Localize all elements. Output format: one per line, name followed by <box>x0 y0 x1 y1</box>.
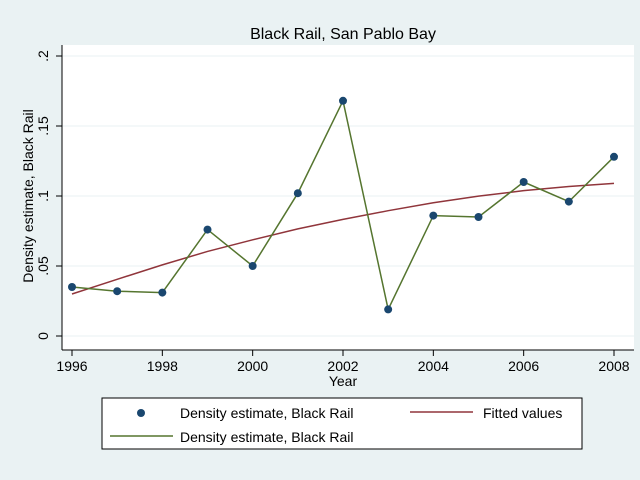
legend-label-fitted: Fitted values <box>483 405 562 421</box>
fitted-values-series <box>71 182 615 295</box>
x-tick-label: 2006 <box>508 358 539 374</box>
x-tick-label: 2008 <box>598 358 629 374</box>
x-axis: 1996 1998 2000 2002 2004 2006 2008 <box>56 349 634 374</box>
data-point <box>564 197 573 206</box>
data-point <box>293 189 302 198</box>
y-tick-label: 0 <box>35 332 51 340</box>
legend-label-density-line: Density estimate, Black Rail <box>180 429 354 445</box>
y-axis-label: Density estimate, Black Rail <box>20 109 36 283</box>
y-tick-label: .2 <box>35 50 51 62</box>
fitted-values-line <box>71 182 615 295</box>
x-tick-label: 1996 <box>56 358 87 374</box>
data-point <box>474 213 483 221</box>
legend: Density estimate, Black Rail Fitted valu… <box>101 397 583 450</box>
density-scatter-series <box>68 96 618 314</box>
x-tick-label: 2004 <box>418 358 449 374</box>
data-point <box>113 287 122 296</box>
y-axis: 0 .05 .1 .15 .2 <box>35 45 63 350</box>
chart-title: Black Rail, San Pablo Bay <box>250 26 436 43</box>
x-tick-label: 2002 <box>327 358 358 374</box>
data-point <box>519 178 528 186</box>
x-tick-label: 1998 <box>147 358 178 374</box>
data-point <box>68 283 76 291</box>
data-point <box>339 96 347 105</box>
x-axis-label: Year <box>329 373 358 389</box>
data-point <box>248 262 257 270</box>
data-point <box>610 152 618 161</box>
data-point <box>429 211 438 220</box>
x-tick-label: 2000 <box>237 358 268 374</box>
y-tick-label: .1 <box>35 190 51 202</box>
legend-label-density-marker: Density estimate, Black Rail <box>180 405 354 421</box>
legend-marker-density <box>137 409 145 417</box>
data-point <box>158 288 167 297</box>
legend-box <box>101 397 583 450</box>
data-point <box>203 225 212 234</box>
plot-area <box>62 45 634 350</box>
data-point <box>384 305 393 314</box>
y-tick-label: .05 <box>35 256 51 276</box>
y-tick-label: .15 <box>35 116 51 136</box>
